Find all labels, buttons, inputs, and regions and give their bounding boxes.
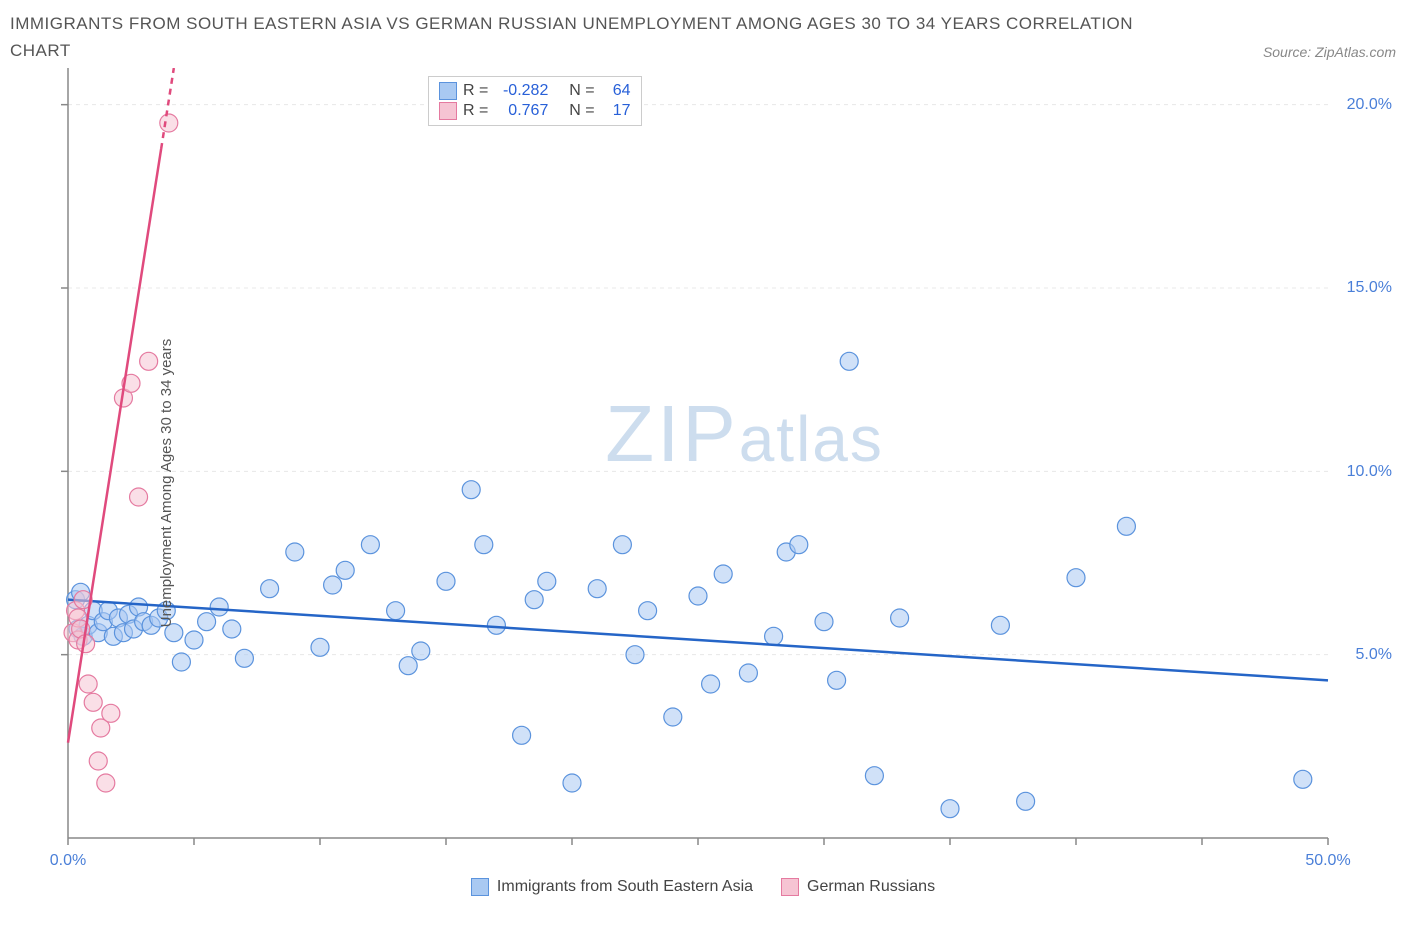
r-value: -0.282 <box>496 82 548 100</box>
legend-swatch <box>439 102 457 120</box>
y-tick-label: 10.0% <box>1347 463 1392 481</box>
y-tick-label: 5.0% <box>1356 646 1392 664</box>
r-label: R = <box>463 102 488 120</box>
chart-title: IMMIGRANTS FROM SOUTH EASTERN ASIA VS GE… <box>10 10 1160 64</box>
series-legend-item: Immigrants from South Eastern Asia <box>471 878 753 896</box>
y-tick-label: 15.0% <box>1347 279 1392 297</box>
correlation-legend: R = -0.282 N = 64 R = 0.767 N = 17 <box>428 76 642 126</box>
plot-svg <box>10 68 1396 868</box>
x-tick-label: 0.0% <box>50 852 86 870</box>
header: IMMIGRANTS FROM SOUTH EASTERN ASIA VS GE… <box>10 10 1396 64</box>
scatter-chart: Unemployment Among Ages 30 to 34 years Z… <box>10 68 1396 898</box>
series-legend-label: German Russians <box>807 878 935 896</box>
y-axis-label: Unemployment Among Ages 30 to 34 years <box>158 339 175 628</box>
legend-swatch <box>471 878 489 896</box>
correlation-legend-row: R = -0.282 N = 64 <box>439 81 631 101</box>
r-value: 0.767 <box>496 102 548 120</box>
source-attribution: Source: ZipAtlas.com <box>1263 44 1396 60</box>
x-tick-label: 50.0% <box>1305 852 1350 870</box>
legend-swatch <box>439 82 457 100</box>
n-label: N = <box>569 102 594 120</box>
series-legend: Immigrants from South Eastern Asia German… <box>10 878 1396 896</box>
correlation-legend-row: R = 0.767 N = 17 <box>439 101 631 121</box>
legend-swatch <box>781 878 799 896</box>
y-tick-label: 20.0% <box>1347 96 1392 114</box>
n-label: N = <box>569 82 594 100</box>
n-value: 17 <box>603 102 631 120</box>
r-label: R = <box>463 82 488 100</box>
series-legend-item: German Russians <box>781 878 935 896</box>
series-legend-label: Immigrants from South Eastern Asia <box>497 878 753 896</box>
n-value: 64 <box>603 82 631 100</box>
